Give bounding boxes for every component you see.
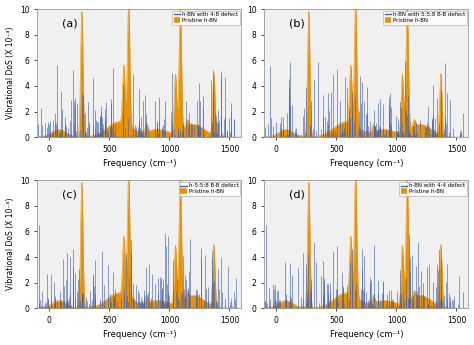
Legend: h-5:5:8 B-B defect, Pristine h-BN: h-5:5:8 B-B defect, Pristine h-BN xyxy=(179,182,240,196)
Legend: h-BN with 5:5:8 B-B defect, Pristine h-BN: h-BN with 5:5:8 B-B defect, Pristine h-B… xyxy=(383,11,467,25)
X-axis label: Frequency (cm⁻¹): Frequency (cm⁻¹) xyxy=(329,159,403,168)
Legend: h-BN with 4:4 defect, Pristine h-BN: h-BN with 4:4 defect, Pristine h-BN xyxy=(399,182,467,196)
X-axis label: Frequency (cm⁻¹): Frequency (cm⁻¹) xyxy=(103,159,176,168)
Y-axis label: Vibrational DoS (X 10⁻³): Vibrational DoS (X 10⁻³) xyxy=(6,27,15,119)
Text: (d): (d) xyxy=(289,189,305,199)
Text: (a): (a) xyxy=(62,18,77,28)
Text: (b): (b) xyxy=(289,18,305,28)
Text: (c): (c) xyxy=(62,189,77,199)
X-axis label: Frequency (cm⁻¹): Frequency (cm⁻¹) xyxy=(103,331,176,339)
Y-axis label: Vibrational DoS (X 10⁻³): Vibrational DoS (X 10⁻³) xyxy=(6,198,15,290)
Legend: h-BN with 4:8 defect, Pristine h-BN: h-BN with 4:8 defect, Pristine h-BN xyxy=(172,11,240,25)
X-axis label: Frequency (cm⁻¹): Frequency (cm⁻¹) xyxy=(329,331,403,339)
